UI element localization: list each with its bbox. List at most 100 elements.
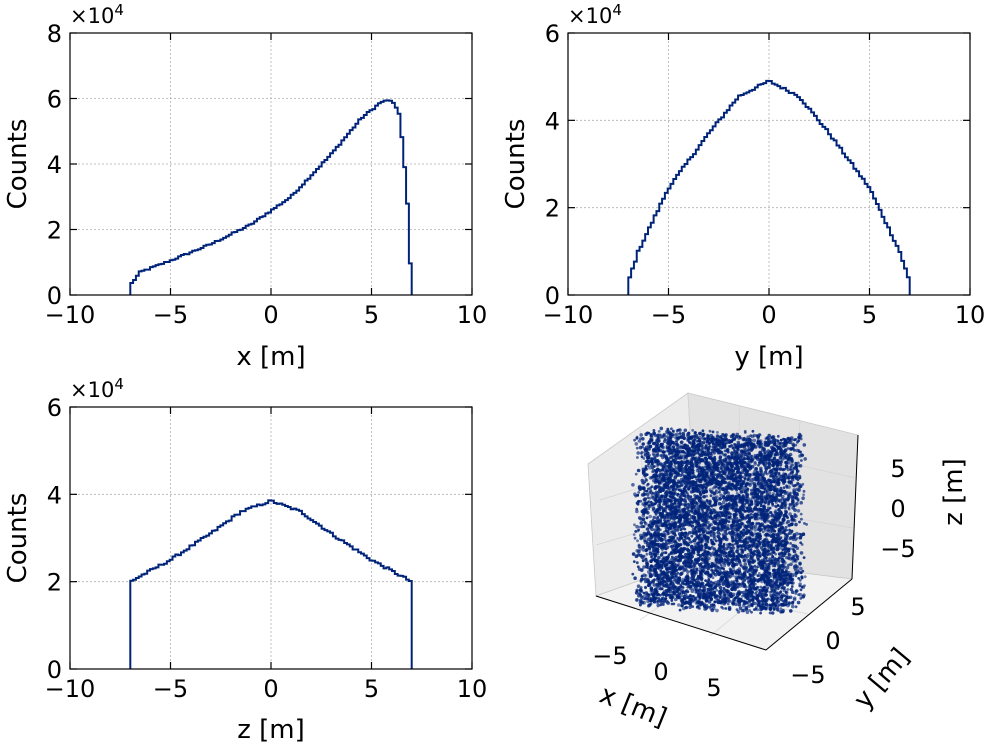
scatter3d-point (768, 453, 773, 458)
scatter3d-point (740, 475, 744, 479)
scatter3d-point (730, 451, 734, 455)
scatter3d-point (794, 592, 798, 595)
scatter3d-point (767, 546, 770, 549)
scatter3d-point (798, 562, 802, 566)
scatter3d-point (801, 595, 805, 599)
scatter3d-point (644, 521, 648, 526)
scatter3d-point (751, 429, 755, 433)
scatter3d-point (747, 539, 751, 542)
scatter3d-point (676, 521, 679, 524)
scatter3d-point (760, 580, 764, 584)
scatter3d-point (641, 513, 646, 518)
scatter3d-point (709, 473, 713, 477)
scatter3d-point (685, 595, 690, 599)
scatter3d-point (794, 574, 798, 578)
scatter3d-point (715, 589, 719, 592)
scatter3d-point (635, 598, 639, 602)
histogram-z-ytick-label: 0 (47, 656, 62, 684)
scatter3d-point (785, 568, 788, 572)
scatter3d-point (744, 607, 749, 611)
scatter3d-point (709, 469, 713, 473)
scatter3d-point (732, 513, 737, 517)
scatter3d-point (712, 606, 716, 611)
scatter3d-point (641, 548, 646, 552)
histogram-z-multiplier: ×104 (70, 375, 124, 402)
scatter3d-point (727, 561, 731, 565)
scatter3d-point (686, 502, 690, 506)
scatter3d-point (722, 459, 727, 464)
scatter3d-point (777, 529, 781, 533)
scatter3d-point (657, 567, 661, 571)
scatter3d-point (649, 532, 653, 537)
scatter3d-point (773, 561, 778, 565)
scatter3d-point (737, 452, 740, 455)
scatter3d-point (670, 550, 674, 553)
scatter3d-point (640, 478, 645, 483)
scatter3d-point (647, 447, 651, 451)
scatter3d-point (737, 602, 742, 607)
scatter3d-point (766, 453, 770, 458)
scatter3d-point (726, 491, 730, 495)
scatter3d-point (802, 489, 806, 493)
scatter3d-point (798, 578, 802, 582)
scatter3d-point (724, 491, 728, 495)
scatter3d-point (789, 542, 792, 545)
scatter3d-point (737, 582, 741, 586)
scatter3d-point (739, 554, 743, 558)
scatter3d-point (784, 525, 788, 529)
scatter3d-point (722, 601, 726, 606)
scatter3d-point (661, 603, 665, 606)
scatter3d-point (739, 490, 744, 494)
scatter3d-point (746, 460, 751, 465)
scatter3d-point (644, 533, 648, 538)
scatter3d-point (763, 586, 768, 590)
scatter3d-point (655, 463, 660, 468)
scatter3d-point (791, 543, 795, 548)
scatter3d-point (764, 537, 768, 540)
scatter3d-point (766, 567, 770, 570)
scatter3d-point (717, 511, 720, 515)
scatter3d-point (745, 610, 750, 615)
scatter3d-point (726, 602, 730, 606)
scatter3d-point (771, 463, 775, 467)
scatter3d-point (730, 527, 734, 530)
scatter3d-point (662, 590, 666, 593)
scatter3d-point (632, 560, 636, 563)
scatter3d-point (796, 498, 800, 502)
scatter3d-point (727, 495, 731, 499)
scatter3d-point (661, 515, 665, 519)
scatter3d-point (719, 493, 723, 498)
scatter3d-point (766, 586, 770, 590)
scatter3d-point (707, 583, 712, 587)
scatter3d-point (721, 513, 726, 517)
scatter3d-point (705, 537, 709, 541)
scatter3d-point (772, 456, 777, 461)
scatter3d-point (680, 591, 684, 595)
scatter3d-point (740, 576, 744, 580)
scatter3d-point (641, 517, 646, 522)
scatter3d-point (742, 456, 746, 460)
scatter3d-point (792, 490, 796, 494)
scatter3d-point (706, 469, 710, 473)
scatter3d-point (723, 575, 727, 578)
scatter3d-point (631, 572, 635, 576)
scatter3d-point (769, 552, 774, 556)
scatter3d-point (689, 540, 693, 544)
scatter3d-point (701, 584, 706, 589)
scatter3d-point (767, 544, 770, 547)
histogram-x-xlabel: x [m] (236, 342, 305, 372)
scatter3d-point (799, 501, 803, 505)
scatter3d-point (678, 428, 682, 432)
scatter3d-point (645, 489, 649, 493)
scatter3d-point (749, 501, 754, 506)
scatter3d-point (792, 484, 796, 488)
scatter3d-point (796, 509, 801, 513)
scatter3d-point (660, 435, 664, 439)
scatter3d-point (785, 595, 789, 599)
scatter3d-point (803, 575, 807, 579)
scatter3d-point (793, 508, 797, 512)
scatter3d-point (769, 543, 773, 547)
scatter3d-point (651, 466, 654, 470)
